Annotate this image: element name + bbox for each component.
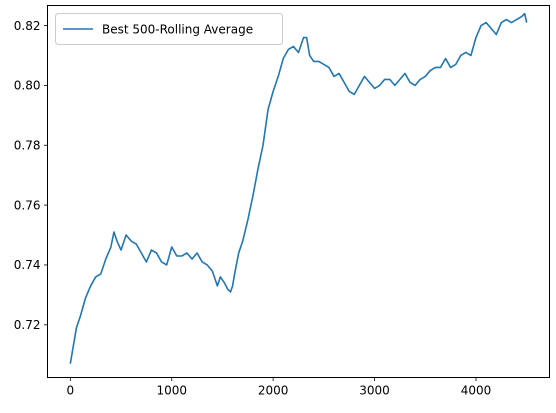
x-axis: 0 1000 2000 3000 4000 [66, 377, 492, 398]
y-tick-label: 0.74 [14, 258, 41, 272]
y-tick-label: 0.82 [14, 19, 41, 33]
series-layer [69, 12, 528, 364]
legend: Best 500-Rolling Average [55, 13, 283, 45]
plot-frame [47, 5, 550, 378]
x-tick-label: 2000 [258, 384, 289, 398]
y-tick-label: 0.80 [14, 79, 41, 93]
y-axis: 0.72 0.74 0.76 0.78 0.80 0.82 [14, 19, 48, 332]
y-tick-label: 0.76 [14, 198, 41, 212]
x-tick-label: 0 [66, 384, 74, 398]
y-tick-label: 0.72 [14, 318, 41, 332]
legend-box [55, 13, 283, 45]
series-line-0 [69, 12, 528, 364]
x-tick-label: 3000 [359, 384, 390, 398]
x-tick-label: 1000 [156, 384, 187, 398]
legend-label: Best 500-Rolling Average [102, 23, 253, 37]
y-tick-label: 0.78 [14, 138, 41, 152]
x-tick-label: 4000 [461, 384, 492, 398]
